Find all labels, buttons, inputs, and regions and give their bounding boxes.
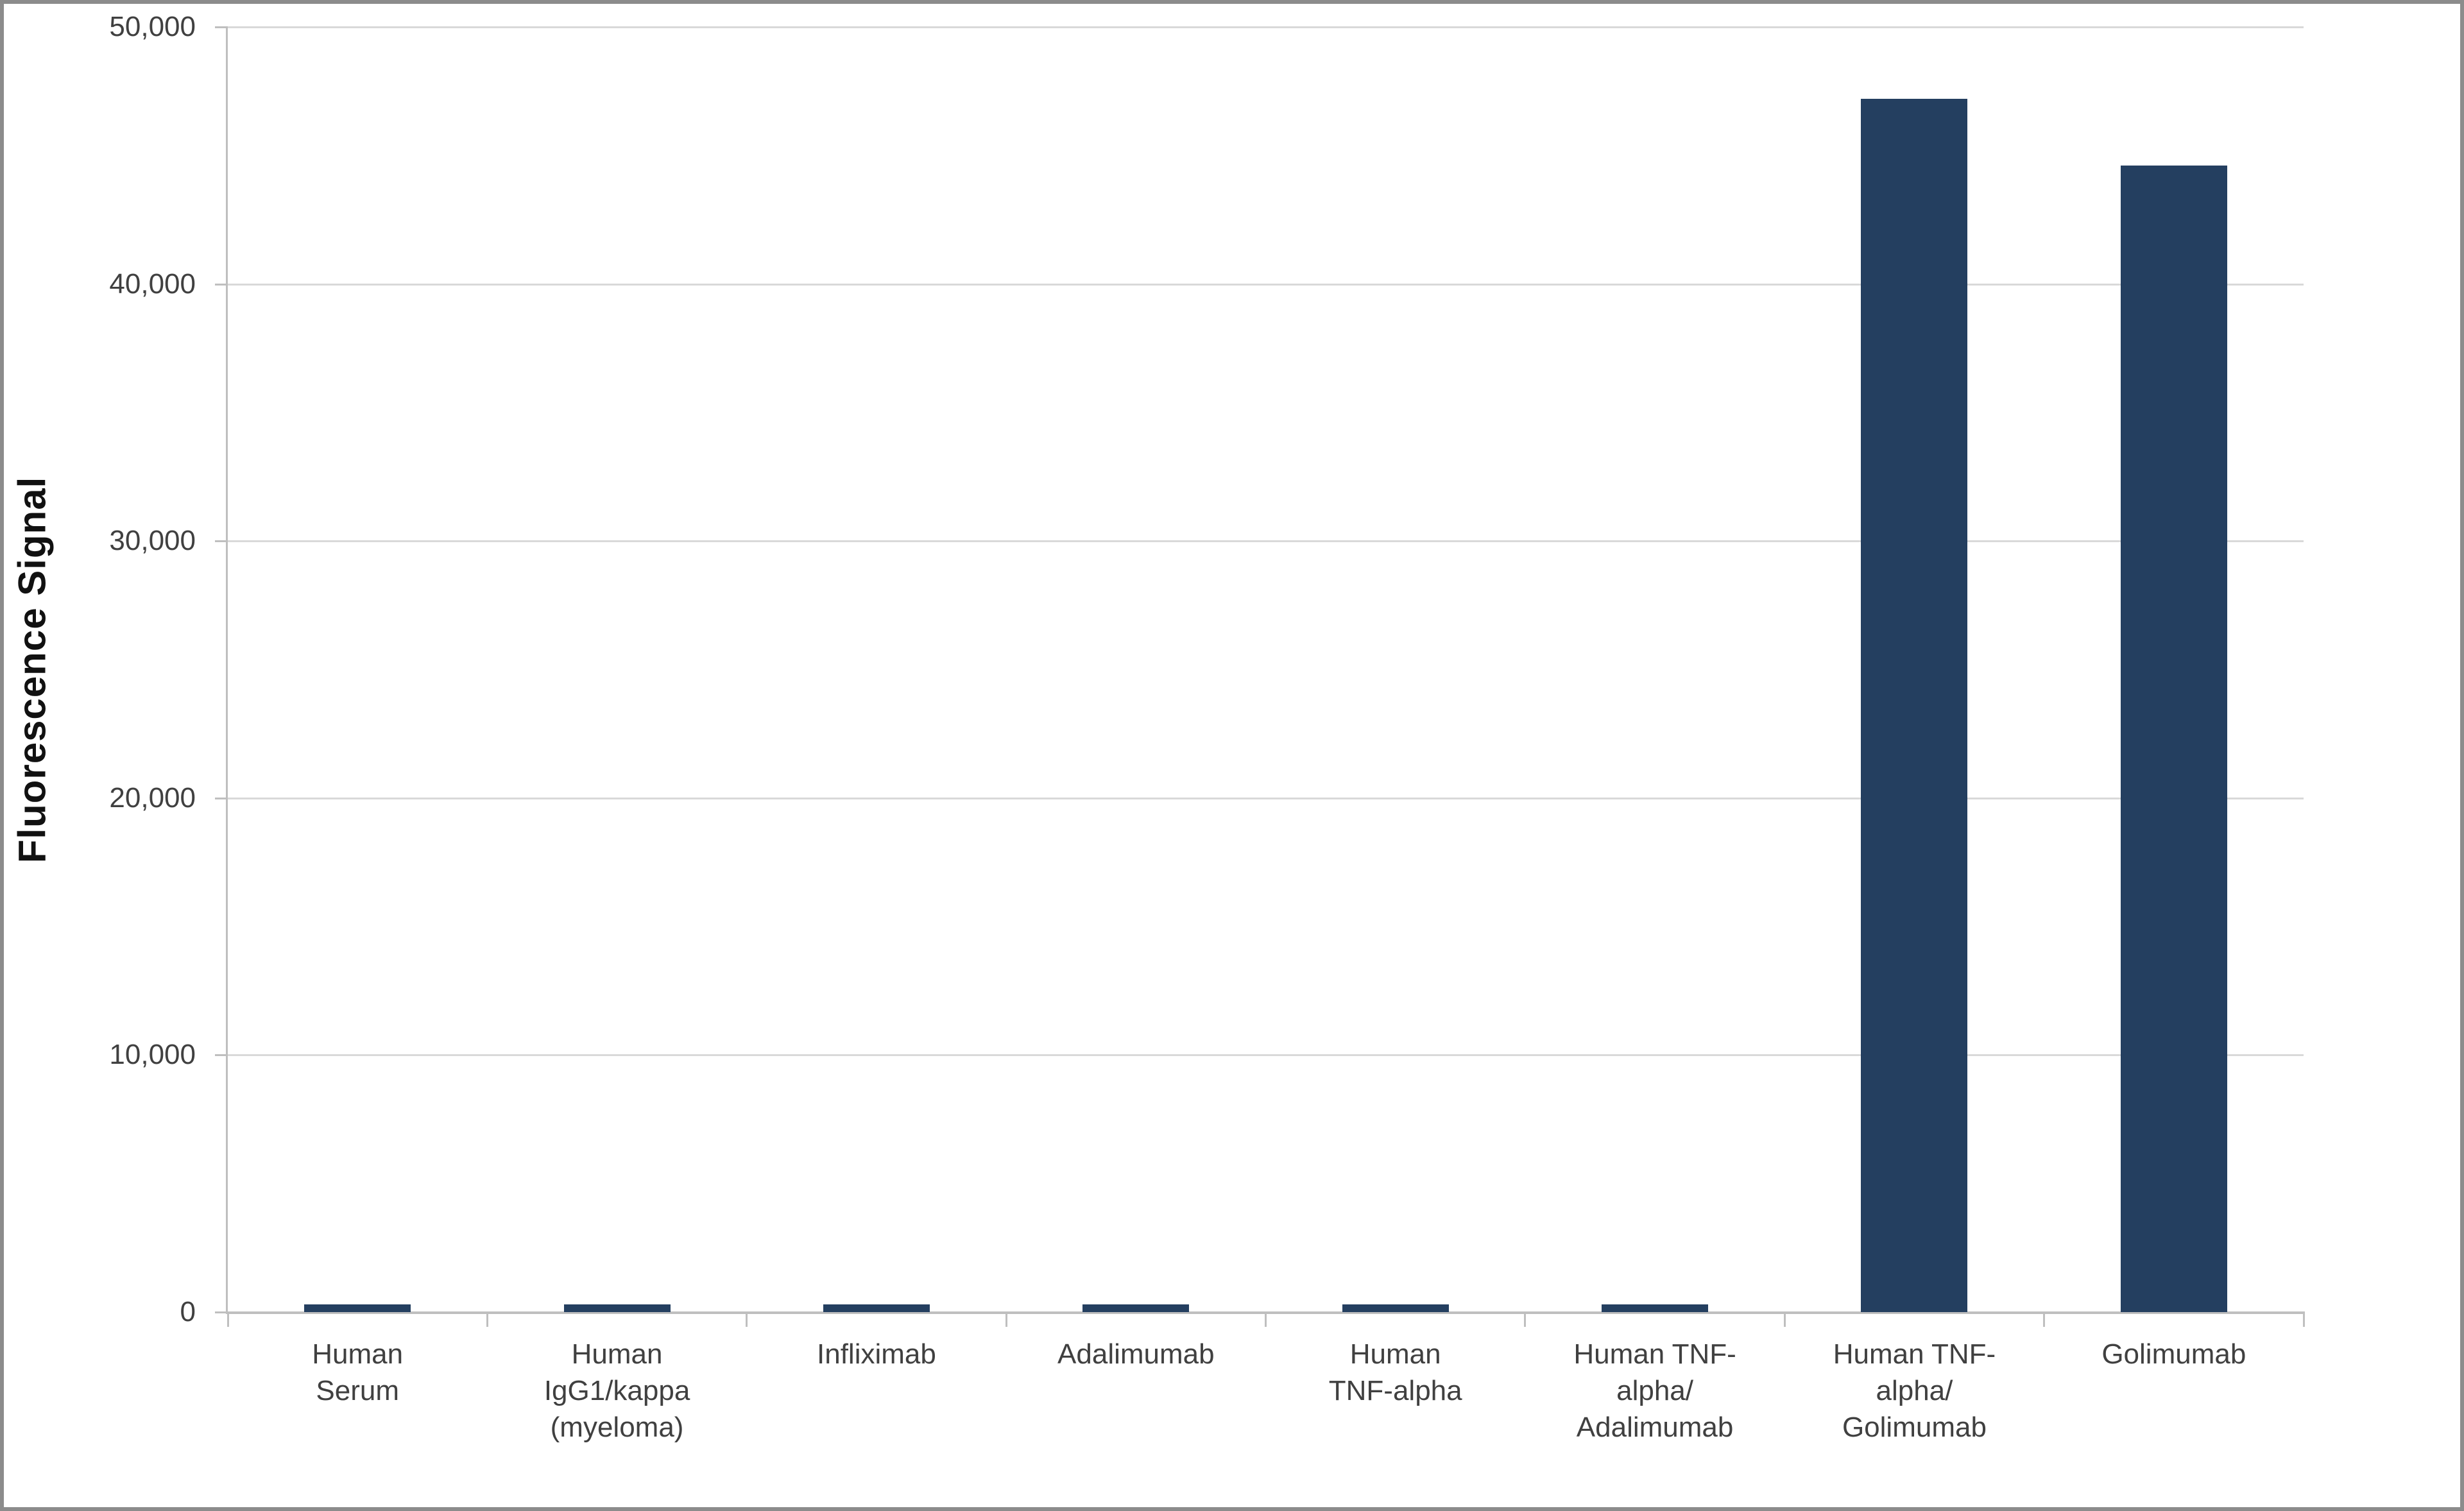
bar: [563, 1304, 671, 1312]
bar: [823, 1304, 930, 1312]
x-tick-mark: [746, 1313, 748, 1327]
x-tick-mark: [2302, 1313, 2305, 1327]
y-tick-label: 30,000: [109, 525, 196, 557]
x-tick-mark: [486, 1313, 488, 1327]
x-tick-mark: [227, 1313, 229, 1327]
bar: [2120, 166, 2227, 1312]
category-label: Golimumab: [2101, 1338, 2246, 1370]
x-tick-mark: [1265, 1313, 1267, 1327]
y-tick-label: 0: [180, 1296, 196, 1327]
y-tick-label: 10,000: [109, 1039, 196, 1071]
gridline: [228, 1054, 2304, 1057]
bar: [1082, 1304, 1190, 1312]
x-tick-mark: [1005, 1313, 1007, 1327]
y-tick-mark: [215, 797, 228, 799]
category-label: Human TNF- alpha/ Golimumab: [1833, 1338, 1996, 1443]
y-tick-mark: [215, 540, 228, 543]
y-tick-mark: [215, 1311, 228, 1313]
bar: [1342, 1304, 1449, 1312]
bar: [1861, 99, 1968, 1312]
category-label: Human TNF-alpha: [1328, 1338, 1462, 1406]
y-axis-line: [226, 27, 228, 1314]
y-tick-mark: [215, 1054, 228, 1057]
x-tick-mark: [1783, 1313, 1786, 1327]
y-tick-label: 40,000: [109, 268, 196, 300]
y-axis-tick-labels: 0 10,000 20,000 30,000 40,000 50,000: [0, 11, 196, 1327]
category-label: Adalimumab: [1057, 1338, 1215, 1370]
x-tick-mark: [2043, 1313, 2046, 1327]
gridline: [228, 797, 2304, 799]
x-axis-category-labels: Human Serum Human IgG1/kappa (myeloma) Inf…: [228, 1336, 2304, 1503]
category-label: Human Serum: [312, 1338, 404, 1406]
category-label: Infliximab: [817, 1338, 936, 1370]
category-label: Human IgG1/kappa (myeloma): [543, 1338, 690, 1443]
gridline: [228, 540, 2304, 543]
y-tick-mark: [215, 283, 228, 286]
category-label: Human TNF- alpha/ Adalimumab: [1573, 1338, 1736, 1443]
bar: [304, 1304, 411, 1312]
bar: [1602, 1304, 1709, 1312]
y-tick-mark: [215, 26, 228, 28]
gridline: [228, 26, 2304, 28]
y-tick-label: 50,000: [109, 11, 196, 42]
y-tick-label: 20,000: [109, 781, 196, 814]
x-tick-mark: [1524, 1313, 1527, 1327]
plot-area: [215, 26, 2305, 1327]
gridline: [228, 283, 2304, 286]
